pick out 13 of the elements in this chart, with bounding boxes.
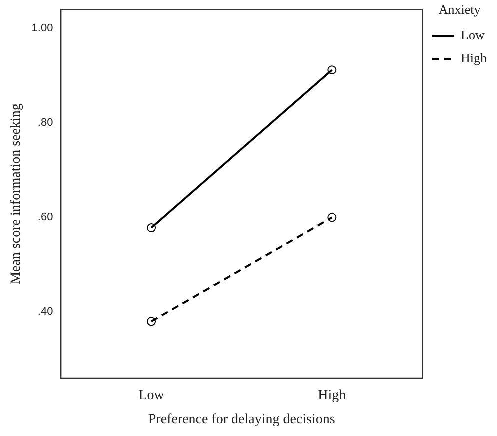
y-axis-title: Mean score information seeking: [9, 104, 24, 284]
point: [147, 224, 156, 233]
legend-label: Low: [461, 28, 486, 43]
point: [328, 213, 337, 222]
legend-label: High: [461, 50, 488, 66]
y-tick-label: .40: [38, 306, 54, 318]
y-tick-label: .80: [38, 117, 54, 130]
y-tick-label: 1.00: [32, 22, 54, 35]
y-tick-label: .60: [38, 212, 54, 224]
x-axis-title: Preference for delaying decisions: [148, 412, 336, 428]
point: [328, 66, 337, 75]
point: [147, 317, 156, 326]
legend-title: Anxiety: [438, 2, 482, 17]
